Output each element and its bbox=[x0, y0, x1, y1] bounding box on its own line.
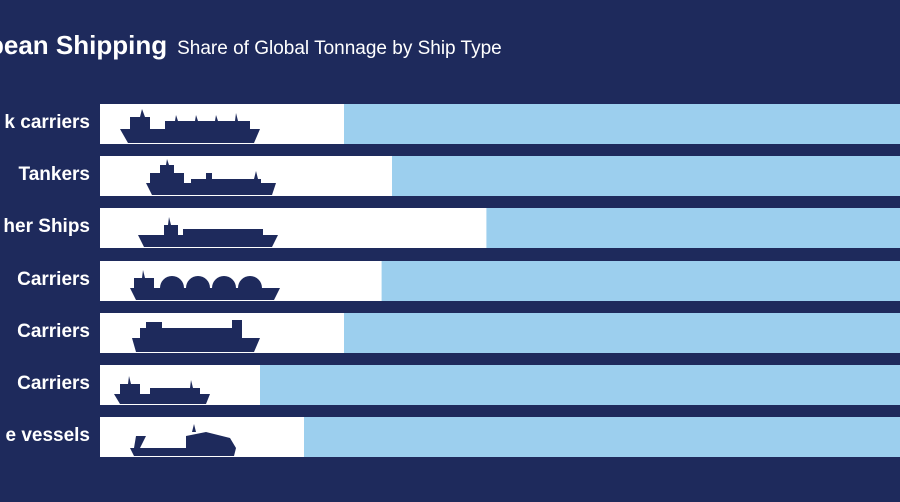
category-label: Carriers bbox=[17, 373, 90, 394]
category-label: Carriers bbox=[17, 269, 90, 290]
gas-carrier-icon bbox=[130, 270, 280, 300]
tanker-icon bbox=[146, 159, 276, 195]
category-label: Carriers bbox=[17, 321, 90, 342]
category-label: Tankers bbox=[18, 164, 90, 185]
chart-subtitle: Share of Global Tonnage by Ship Type bbox=[177, 38, 502, 59]
chart-header: pean Shipping Share of Global Tonnage by… bbox=[0, 30, 502, 64]
container-ship-icon bbox=[132, 320, 260, 352]
offshore-vessel-icon bbox=[130, 424, 236, 456]
general-cargo-ship-icon bbox=[138, 217, 278, 247]
category-label: her Ships bbox=[3, 216, 90, 237]
category-label: k carriers bbox=[4, 112, 90, 133]
chart-title: pean Shipping bbox=[0, 30, 168, 60]
bulk-carrier-icon bbox=[120, 109, 260, 143]
chemical-carrier-icon bbox=[114, 376, 210, 404]
category-label: e vessels bbox=[5, 425, 90, 446]
